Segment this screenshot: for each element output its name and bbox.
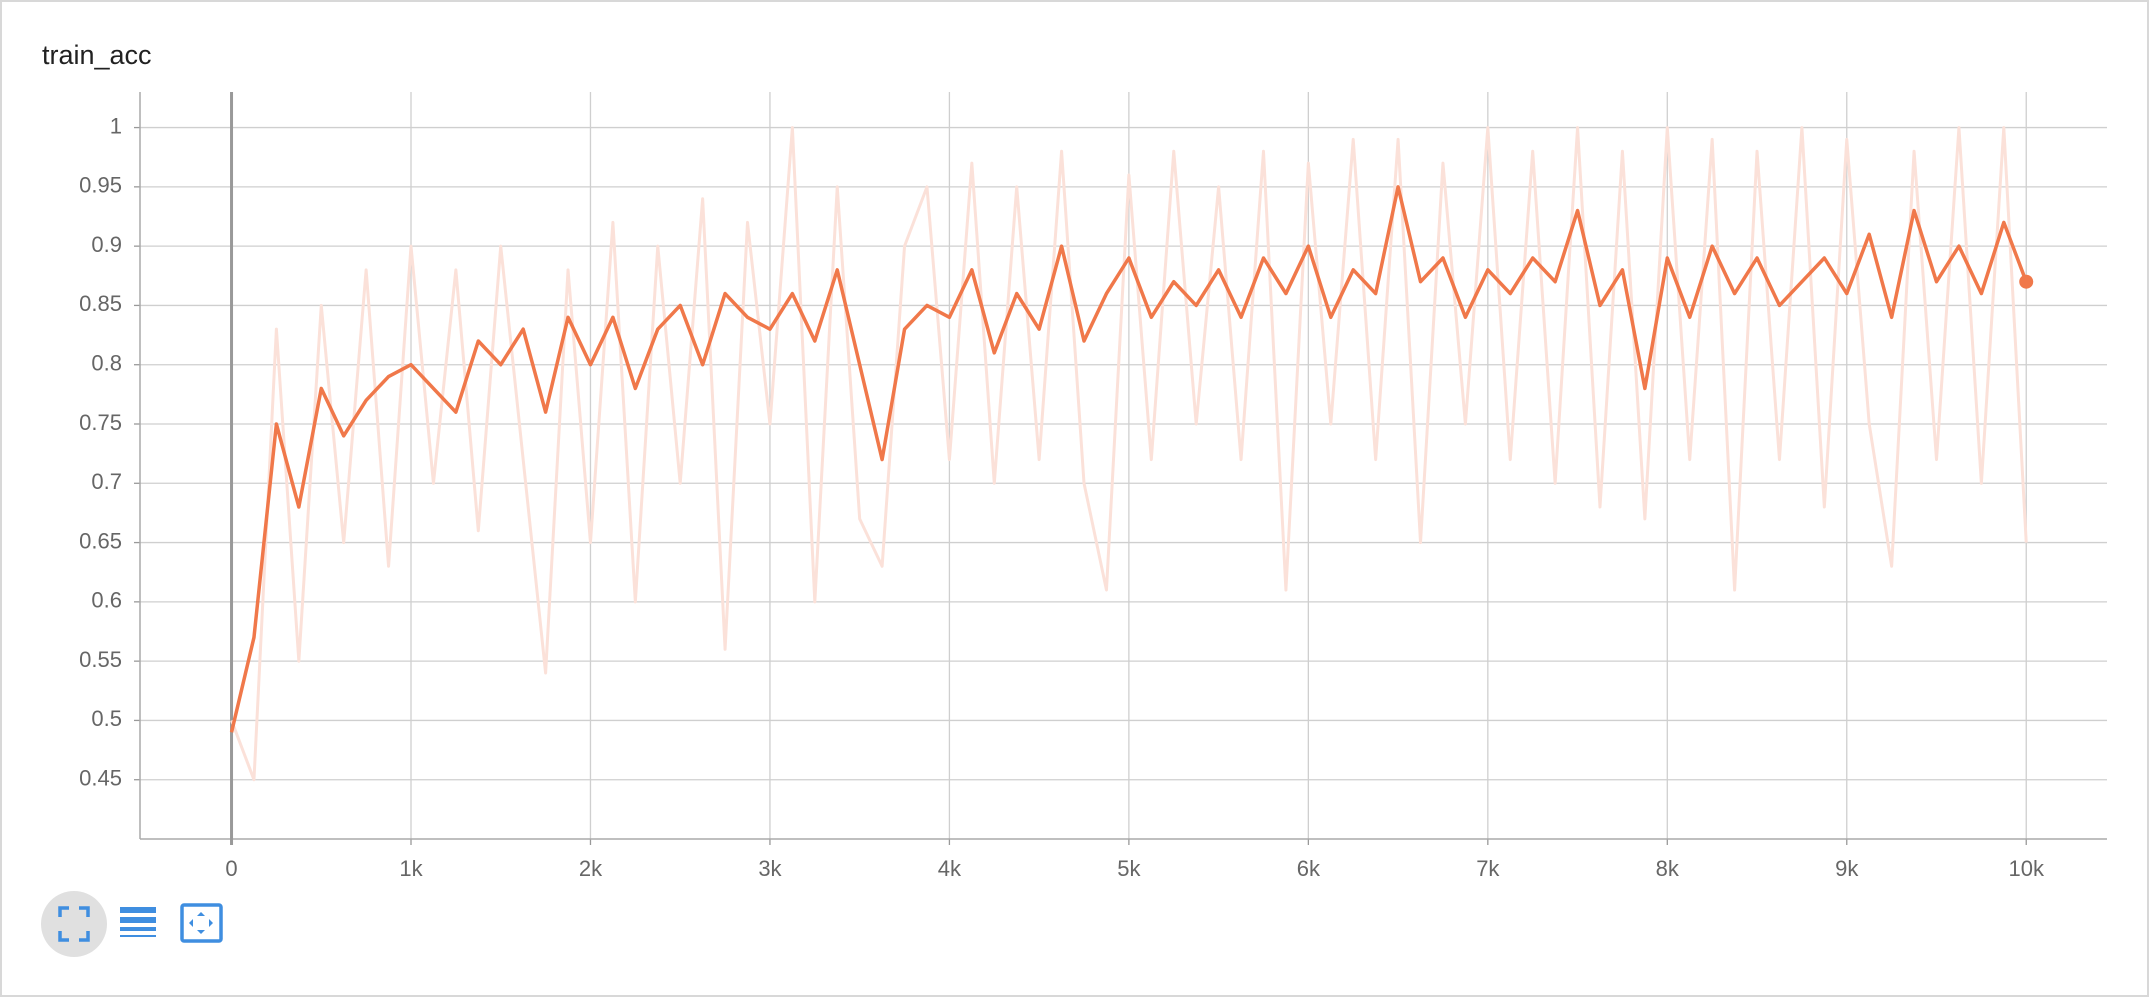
y-tick-label: 0.85 — [79, 291, 122, 316]
x-tick-label: 0 — [225, 856, 237, 881]
fullscreen-button[interactable] — [41, 891, 107, 957]
fit-domain-button[interactable] — [180, 903, 223, 943]
plot-area: 0.45 0.5 0.55 0.6 0.65 0.7 0.75 0.8 0.85 0.9 0.95 1… — [79, 92, 2107, 881]
last-point — [2019, 274, 2034, 289]
x-tick-label: 2k — [579, 856, 603, 881]
y-tick-label: 0.7 — [91, 469, 122, 494]
series-line — [229, 185, 2028, 733]
x-tick-label: 1k — [399, 856, 423, 881]
x-tick-label: 6k — [1297, 856, 1321, 881]
chart-title: train_acc — [42, 40, 152, 70]
y-tick-label: 1 — [110, 113, 122, 138]
y-tick-label: 0.8 — [91, 351, 122, 376]
toolbar — [41, 891, 223, 957]
toggle-log-button[interactable] — [120, 907, 156, 937]
fullscreen-icon — [58, 906, 90, 942]
y-tick-label: 0.95 — [79, 173, 122, 198]
x-tick-label: 9k — [1835, 856, 1859, 881]
y-tick-label: 0.45 — [79, 766, 122, 791]
x-tick-label: 5k — [1117, 856, 1141, 881]
y-tick-label: 0.5 — [91, 706, 122, 731]
y-tick-label: 0.55 — [79, 647, 122, 672]
x-tick-label: 4k — [938, 856, 962, 881]
series-line — [230, 126, 2028, 782]
x-tick-label: 8k — [1656, 856, 1680, 881]
x-tick-label: 7k — [1476, 856, 1500, 881]
x-tick-label: 10k — [2008, 856, 2044, 881]
x-tick-label: 3k — [758, 856, 782, 881]
y-tick-label: 0.6 — [91, 588, 122, 613]
y-tick-label: 0.65 — [79, 528, 122, 553]
y-tick-label: 0.9 — [91, 232, 122, 257]
y-tick-label: 0.75 — [79, 410, 122, 435]
